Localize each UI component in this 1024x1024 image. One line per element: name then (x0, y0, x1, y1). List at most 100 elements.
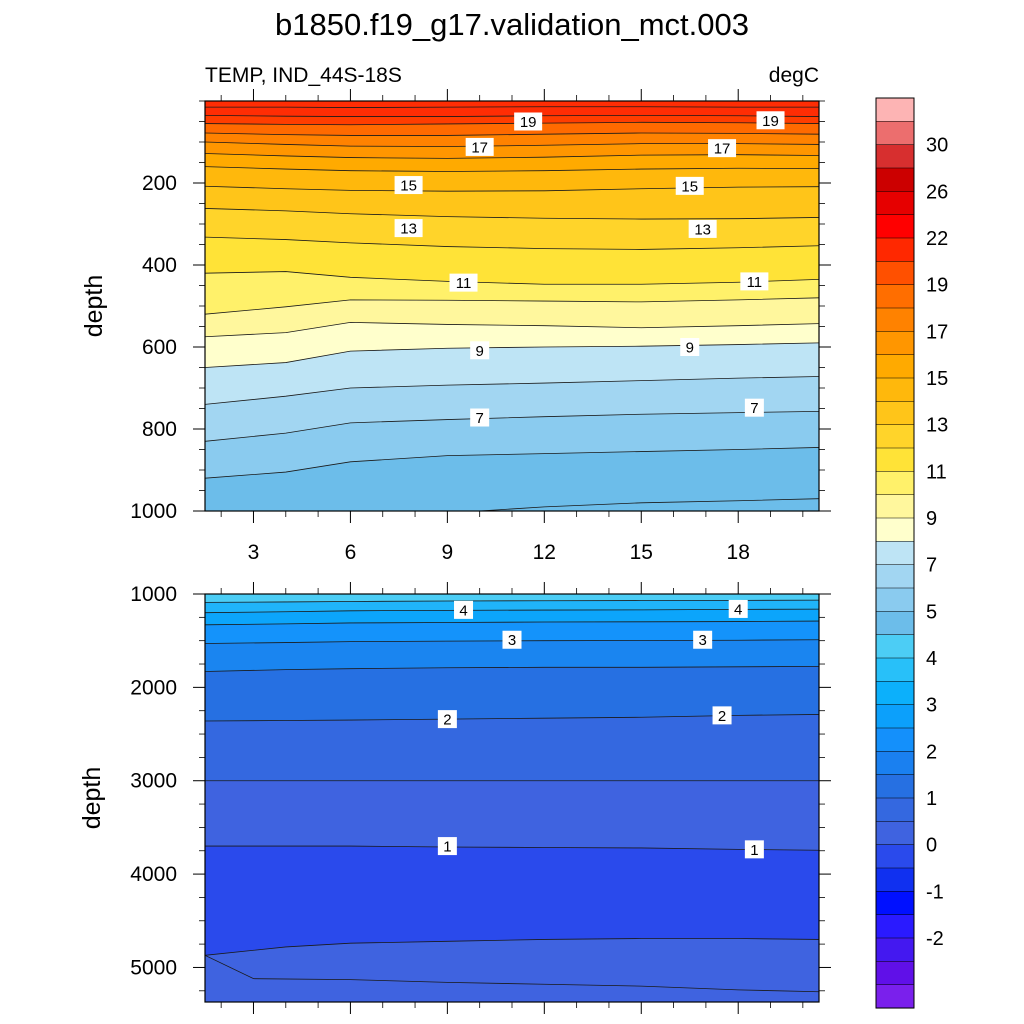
lower-contour-label-box (728, 599, 748, 618)
upper-x-tick-label: 9 (442, 541, 454, 564)
upper-x-tick-label: 3 (248, 541, 260, 564)
upper-contour-label: 19 (762, 113, 779, 130)
upper-contour-label: 11 (747, 274, 763, 291)
upper-contour-label: 9 (686, 340, 694, 357)
upper-x-tick-label: 6 (345, 541, 357, 564)
colorbar-label: 19 (926, 275, 948, 297)
colorbar-swatch (875, 751, 915, 776)
lower-contour-label: 2 (443, 712, 451, 729)
colorbar-swatch (875, 261, 915, 286)
upper-contour-line-18 (205, 132, 819, 136)
upper-contour-line-21 (205, 106, 819, 108)
colorbar-label: 2 (926, 741, 937, 763)
colorbar-label: 15 (926, 368, 948, 390)
upper-contour-label: 19 (520, 114, 537, 131)
colorbar-label: 22 (926, 228, 948, 250)
colorbar-swatch (875, 307, 915, 332)
upper-contour-line-4p5 (473, 498, 819, 511)
colorbar-label: 17 (926, 321, 948, 343)
colorbar-swatch (875, 377, 915, 402)
upper-contour-line-13 (205, 208, 819, 220)
lower-contour-line-3 (205, 639, 819, 644)
upper-contour-line-11 (205, 271, 819, 285)
colorbar-swatch (875, 681, 915, 706)
upper-contour-label: 9 (476, 343, 484, 360)
colorbar-swatch (875, 517, 915, 542)
colorbar-swatch (875, 401, 915, 426)
colorbar-swatch (875, 354, 915, 379)
upper-contour-label: 15 (400, 178, 417, 195)
colorbar-swatch (875, 704, 915, 729)
lower-contour-line-1 (205, 845, 819, 851)
lower-contour-label: 3 (508, 632, 516, 649)
chart-title: b1850.f19_g17.validation_mct.003 (275, 7, 749, 42)
upper-contour-label: 13 (694, 221, 711, 238)
upper-contour-line-9 (205, 321, 819, 338)
colorbar-swatch (875, 961, 915, 986)
lower-y-tick-label: 5000 (130, 956, 177, 979)
upper-contour-line-10 (205, 297, 819, 315)
upper-contour-line-15 (205, 166, 819, 172)
colorbar-label: 7 (926, 555, 937, 577)
lower-y-tick-label: 1000 (130, 583, 177, 606)
upper-top-band (205, 101, 819, 108)
colorbar-frame (875, 97, 915, 1009)
upper-contour-line-8 (205, 342, 819, 368)
colorbar-swatch (875, 237, 915, 262)
colorbar-swatch (875, 541, 915, 566)
lower-contour-label-box (454, 600, 474, 619)
lower-contour-line-3p5 (205, 620, 819, 626)
colorbar-swatch (875, 447, 915, 472)
lower-contour-label-box (712, 706, 732, 725)
colorbar-label: 0 (926, 835, 937, 857)
upper-contour-label-box (680, 338, 700, 356)
lower-contour-label-box (437, 837, 457, 856)
colorbar: 30 26 22 19 17 15 13 11 9 7 5 4 3 2 1 0 -1 -2 (875, 97, 948, 1009)
lower-contour-line-0p8 (205, 938, 819, 956)
upper-contour-line-20 (205, 114, 819, 117)
upper-contour-label: 7 (476, 410, 484, 427)
colorbar-swatch (875, 937, 915, 962)
upper-contour-line-5 (205, 447, 819, 479)
upper-contour-label-box (470, 341, 490, 360)
upper-contour-label: 11 (456, 275, 472, 292)
upper-contour-label-box (394, 219, 423, 238)
colorbar-swatch (875, 284, 915, 309)
lower-contour-line-2p5 (205, 665, 819, 672)
upper-y-tick-label: 400 (142, 254, 177, 277)
lower-contour-label: 3 (698, 632, 706, 649)
colorbar-label: 13 (926, 415, 948, 437)
lower-deep-contour (205, 954, 819, 993)
lower-contour-label: 2 (718, 708, 726, 725)
lower-contour-label-box (693, 630, 713, 649)
upper-y-axis-label: depth (80, 275, 108, 338)
lower-contour-line-4p5 (205, 599, 819, 603)
upper-x-tick-label: 12 (533, 541, 556, 564)
colorbar-label: 26 (926, 181, 948, 203)
upper-contour-line-12 (205, 236, 819, 250)
lower-y-tick-label: 2000 (130, 676, 177, 699)
colorbar-swatch (875, 821, 915, 846)
colorbar-label: 4 (926, 648, 937, 670)
upper-y-tick-label: 800 (142, 418, 177, 441)
upper-contour-label-box (449, 273, 478, 292)
upper-contour-label: 7 (750, 400, 758, 417)
upper-x-tick-label: 15 (630, 541, 653, 564)
lower-contour-label: 4 (459, 602, 467, 619)
upper-contour-label-box (675, 176, 704, 195)
upper-contour-line-6 (205, 410, 819, 442)
upper-contour-label-box (465, 137, 494, 156)
colorbar-swatch (875, 984, 915, 1009)
upper-y-tick-label: 1000 (130, 500, 177, 523)
upper-contour-label: 17 (471, 139, 488, 156)
lower-contour-label: 1 (750, 842, 758, 859)
lower-contour-label: 1 (443, 839, 451, 856)
lower-contour-label-box (437, 710, 457, 729)
colorbar-label: 30 (926, 135, 948, 157)
colorbar-label: 9 (926, 508, 937, 530)
colorbar-swatch (875, 587, 915, 612)
colorbar-swatch (875, 97, 915, 122)
upper-contour-label-box (394, 176, 423, 195)
lower-contour-line-4 (205, 608, 819, 614)
